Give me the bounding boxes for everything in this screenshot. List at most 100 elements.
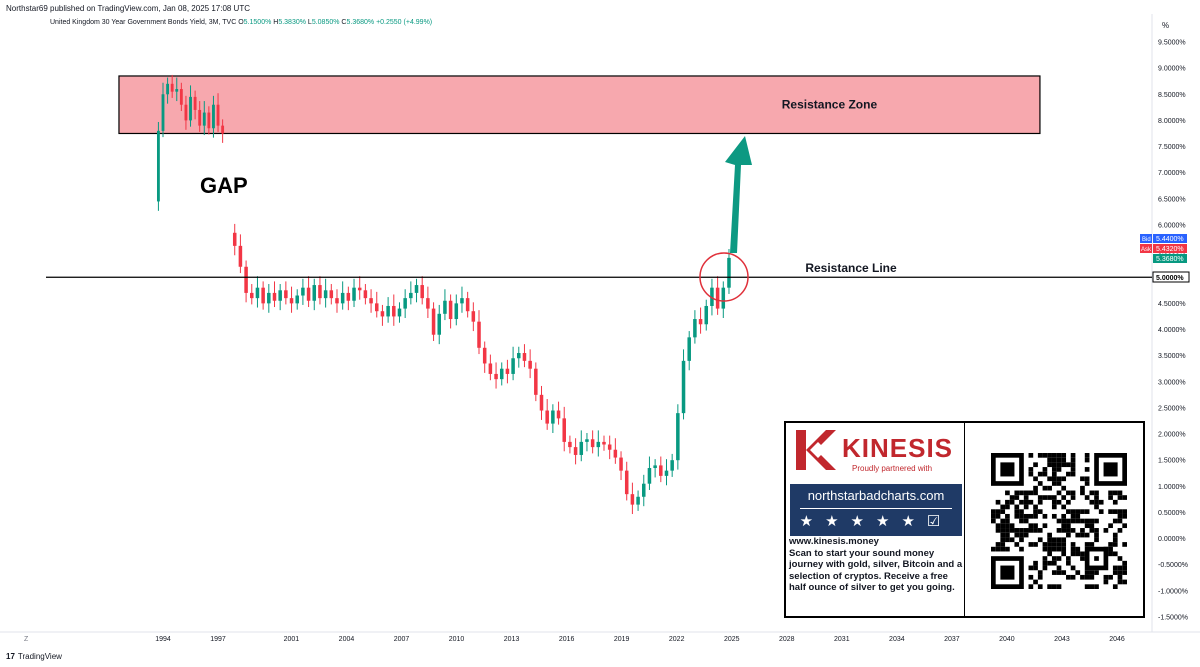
candle-body (420, 285, 424, 299)
price-axis[interactable]: 9.5000% 9.0000% 8.5000% 8.0000% 7.5000% 7.000… (1158, 40, 1188, 622)
candle-body (642, 483, 646, 497)
candle-body (374, 303, 379, 312)
price-axis-tick: 7.0000% (1158, 170, 1186, 177)
candle-body (482, 347, 487, 364)
candle-body (687, 337, 691, 361)
candle-body (630, 494, 635, 505)
price-axis-tick: 9.0000% (1158, 66, 1186, 73)
candle-body (522, 353, 527, 361)
time-axis-tick: 1997 (210, 636, 226, 643)
candle-body (573, 447, 578, 455)
price-axis-tick: 0.0000% (1158, 536, 1186, 543)
candle-body (409, 292, 413, 299)
candle-body (460, 298, 464, 304)
candle-body (539, 394, 544, 411)
candle-body (363, 290, 368, 299)
candle-body (335, 298, 339, 304)
candle-body (602, 441, 606, 445)
price-axis-tick: 7.5000% (1158, 144, 1186, 151)
time-axis-tick: 2040 (999, 636, 1015, 643)
badge-divider (800, 508, 952, 509)
price-axis-tick: 3.0000% (1158, 379, 1186, 386)
ask-tag-label-bg (1140, 244, 1152, 253)
candle-body (340, 292, 345, 304)
time-axis-tick: 2010 (449, 636, 465, 643)
candle-body (568, 441, 572, 448)
candle-body (448, 300, 453, 320)
price-axis-tick: 2.0000% (1158, 432, 1186, 439)
time-axis-tick: 2013 (504, 636, 520, 643)
candle-body (454, 303, 459, 320)
candle-body (681, 360, 686, 414)
candle-body (386, 305, 390, 317)
price-axis-tick: -1.5000% (1158, 615, 1188, 622)
northstar-site: northstarbadcharts.com (807, 488, 945, 503)
qr-panel[interactable] (964, 421, 1145, 618)
candle-body (443, 300, 447, 314)
candle-body (636, 496, 640, 505)
time-axis-tick: 2022 (669, 636, 685, 643)
candle-body (380, 311, 385, 317)
candle-body (511, 358, 515, 374)
candle-body (431, 308, 436, 335)
candle-body (238, 245, 243, 267)
bid-tag-value: 5.4400% (1156, 236, 1184, 243)
candle-body (392, 305, 396, 317)
ad-body: Scan to start your sound money journey w… (789, 547, 963, 594)
price-tags: Bid 5.4400% Ask 5.4320% 5.3680% 5.0000% (1140, 234, 1190, 283)
time-axis-tick: 2028 (779, 636, 795, 643)
up-arrow[interactable] (725, 136, 752, 253)
candle-body (312, 285, 317, 301)
candle-body (551, 410, 555, 424)
ask-tag-label: Ask (1141, 247, 1152, 253)
candle-body (715, 287, 720, 309)
candle-body (477, 321, 481, 348)
line-tag-bg (1152, 271, 1190, 283)
resistance-line-label: Resistance Line (805, 261, 897, 275)
time-axis-tick: 2004 (339, 636, 355, 643)
price-axis-tick: 9.5000% (1158, 40, 1186, 47)
ohlc-low-value: 5.0850% (311, 19, 340, 26)
candle-body (505, 368, 510, 374)
publish-header: Northstar69 published on TradingView.com… (0, 0, 1200, 16)
price-axis-tick: 8.5000% (1158, 92, 1186, 99)
candle-body (272, 292, 277, 301)
ad-url[interactable]: www.kinesis.money (789, 536, 879, 547)
price-axis-tick: 1.5000% (1158, 458, 1186, 465)
time-axis-tick: 1994 (155, 636, 171, 643)
candle-body (397, 308, 402, 317)
candle-body (426, 298, 430, 309)
price-axis-tick: 4.0000% (1158, 327, 1186, 334)
price-axis-tick: 2.5000% (1158, 405, 1186, 412)
candle-body (278, 290, 282, 301)
percent-unit: % (1162, 21, 1169, 30)
candle-body (255, 287, 260, 299)
candle-body (562, 418, 566, 442)
z-toggle[interactable]: Z (24, 636, 29, 643)
candle-body (202, 112, 206, 126)
candle-body (698, 319, 703, 325)
bid-tag-bg (1153, 234, 1187, 243)
ohlc-close-value: 5.3680% (346, 19, 375, 26)
candle-body (517, 353, 521, 359)
candle-body (693, 319, 697, 338)
candle-body (676, 413, 680, 461)
time-axis-tick: 2043 (1054, 636, 1070, 643)
time-axis-tick: 2034 (889, 636, 905, 643)
candle-body (494, 373, 498, 380)
time-axis-tick: 2001 (284, 636, 300, 643)
price-axis-tick: 8.0000% (1158, 118, 1186, 125)
candle-body (556, 410, 561, 419)
candle-body (590, 439, 595, 448)
candle-body (647, 468, 652, 484)
resistance-zone[interactable] (118, 75, 1041, 135)
qr-code-icon[interactable] (991, 453, 1127, 589)
candle-body (727, 257, 731, 288)
time-axis[interactable]: 1994 1997 2001 2004 2007 2010 2013 2016 2019 2022… (155, 636, 1125, 643)
price-axis-tick: -1.0000% (1158, 588, 1188, 595)
kinesis-ad[interactable]: KINESIS Proudly partnered with northstar… (784, 421, 966, 618)
breakout-circle[interactable] (699, 252, 749, 302)
candle-body (499, 368, 504, 380)
last-tag-bg (1153, 254, 1187, 263)
